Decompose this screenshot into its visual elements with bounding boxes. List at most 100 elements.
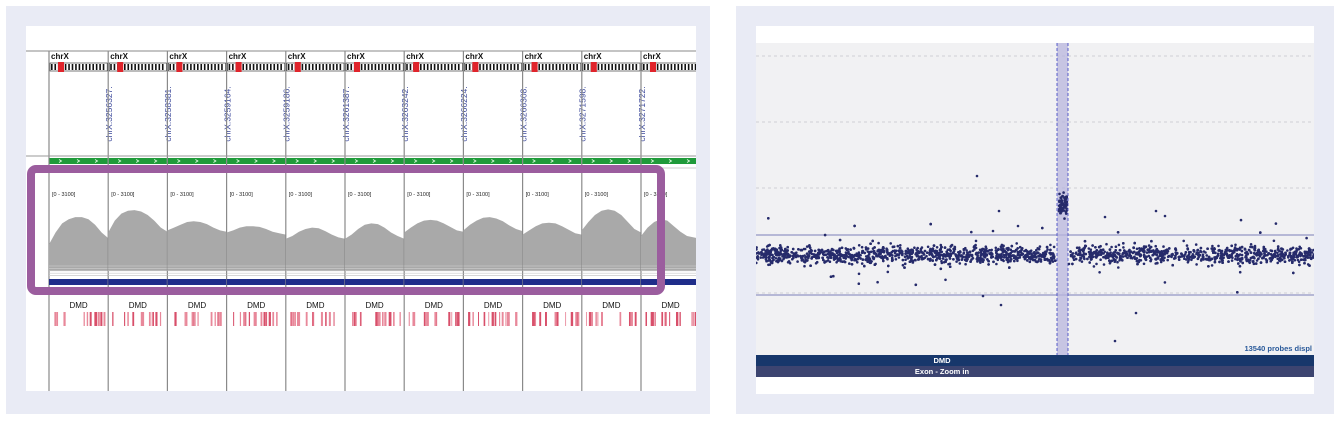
strand-arrow (627, 159, 632, 163)
probe-point (1004, 250, 1008, 254)
locus-column[interactable]: chrX chrX:3266224. [0 - 3100] DMD (403, 51, 469, 391)
probe-point (791, 247, 795, 251)
cytoband (287, 64, 290, 70)
strand-arrow (177, 159, 181, 163)
variant-tick (455, 312, 457, 326)
probe-point (1058, 192, 1061, 196)
cytoband (315, 64, 317, 70)
probe-point (1299, 258, 1303, 261)
probe-point (861, 258, 865, 261)
probe-point (1046, 259, 1050, 262)
probe-point (1032, 258, 1035, 262)
probe-point (1159, 260, 1163, 264)
cytoband (325, 64, 328, 70)
probe-point (915, 251, 919, 254)
probe-point (1153, 253, 1157, 256)
probe-point (1280, 258, 1284, 262)
probe-point (1238, 246, 1242, 250)
locus-column[interactable]: chrX chrX:3271722. [0 - 3100] DMD (581, 51, 647, 391)
probe-point (1016, 224, 1020, 228)
probe-point (1117, 266, 1120, 269)
probe-point (1045, 245, 1049, 249)
probe-point (859, 257, 862, 260)
probe-point (915, 254, 919, 258)
probe-point (1086, 257, 1089, 261)
probe-point (829, 256, 833, 260)
probe-point (853, 258, 856, 262)
ideogram-position-marker (650, 62, 656, 72)
probe-point (1280, 247, 1284, 251)
cytoband (433, 64, 436, 70)
probe-point (1034, 255, 1038, 259)
strand-arrow (236, 159, 240, 163)
probe-point (988, 249, 991, 252)
probe-point (918, 256, 921, 259)
variant-tick (141, 312, 143, 326)
cytoband (99, 64, 101, 70)
cytoband (395, 64, 397, 70)
chromosome-ideogram (49, 62, 108, 72)
cytoband (409, 64, 412, 70)
probe-point (1083, 239, 1087, 243)
probe-point (1296, 258, 1300, 262)
probe-point (787, 260, 791, 263)
probe-point (866, 260, 869, 263)
probe-point (1089, 252, 1093, 255)
probe-point (1239, 218, 1243, 222)
probe-point (926, 257, 930, 261)
strand-arrow (331, 159, 336, 163)
cytoband (493, 64, 495, 70)
probe-point (1134, 311, 1138, 315)
probe-point (973, 244, 976, 248)
gene-track-label: DMD (933, 356, 951, 365)
probe-point (891, 245, 895, 249)
coverage-histogram (404, 219, 464, 271)
gene-track-bar[interactable] (756, 355, 1314, 366)
cytoband (68, 64, 70, 70)
variant-tick (112, 312, 114, 326)
probe-point (1014, 248, 1018, 252)
probe-point (786, 255, 790, 259)
probe-point (1253, 246, 1257, 250)
probe-point (1135, 259, 1139, 263)
probe-point (803, 264, 806, 268)
probe-point (1006, 257, 1009, 260)
probe-point (803, 260, 807, 264)
locus-column[interactable]: chrX chrX:3259186. [0 - 3100] DMD (226, 51, 292, 391)
locus-column[interactable]: chrX chrX:3259164. [0 - 3100] DMD (166, 51, 232, 391)
probe-point (1155, 249, 1158, 253)
probe-point (1108, 248, 1112, 251)
locus-column[interactable]: chrX chrX:3261387. [0 - 3100] DMD (285, 51, 351, 391)
locus-column[interactable]: chrX chrX:3271598. [0 - 3100] DMD (522, 51, 588, 391)
probe-point (1182, 239, 1185, 243)
probe-point (1117, 252, 1120, 256)
probe-point (1142, 262, 1146, 266)
strand-arrow (668, 159, 673, 163)
variant-tick (352, 312, 354, 326)
probe-point (1280, 254, 1284, 258)
probe-point (853, 224, 856, 228)
probe-point (1095, 262, 1098, 266)
cytoband (614, 64, 617, 70)
cytoband (183, 64, 185, 70)
probe-point (940, 245, 943, 249)
probe-point (894, 254, 897, 258)
cytoband (305, 64, 307, 70)
probe-point (1057, 207, 1061, 211)
probe-point (931, 247, 935, 250)
variant-tick (377, 312, 380, 326)
probe-point (1037, 247, 1041, 251)
probe-point (1094, 246, 1097, 249)
chrom-label: chrX (110, 52, 128, 61)
cytoband (134, 64, 136, 70)
highlight-box[interactable] (27, 165, 665, 295)
probe-point (808, 251, 812, 255)
probe-point (803, 247, 807, 251)
variant-tick (355, 312, 357, 326)
probe-point (1195, 263, 1198, 266)
variant-tick (457, 312, 458, 326)
locus-column[interactable]: chrX chrX:3266308. [0 - 3100] DMD (462, 51, 528, 391)
probe-point (1028, 257, 1031, 260)
exon-track-bar[interactable] (756, 366, 1314, 377)
